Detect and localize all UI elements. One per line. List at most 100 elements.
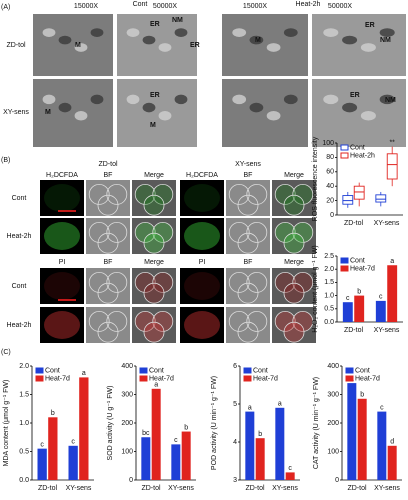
micrograph-annotation: ER	[150, 92, 160, 99]
cell-outline	[246, 183, 268, 205]
micrograph-annotation: NM	[380, 37, 391, 44]
legend-swatch	[340, 144, 349, 151]
organelle	[158, 43, 172, 52]
y-tick-label: 20	[326, 197, 334, 204]
legend-label: Heat-7d	[149, 375, 174, 382]
cell-outline	[143, 282, 165, 304]
organelle	[126, 94, 140, 105]
cell-outline	[134, 271, 156, 293]
significance-letter: c	[379, 294, 383, 301]
micrograph	[117, 79, 197, 147]
fluorescence-image	[226, 268, 270, 304]
bar	[141, 437, 151, 480]
y-tick-label: 0.0	[19, 477, 29, 484]
y-tick-label: 1.5	[324, 279, 334, 286]
y-tick-label: 1.0	[19, 420, 29, 427]
y-tick-label: 4	[233, 439, 237, 446]
organelle	[58, 35, 72, 45]
y-tick-label: 300	[121, 391, 133, 398]
cell-outline	[237, 282, 259, 304]
cell-outline	[292, 310, 314, 332]
y-axis-title: H₂O₂ content (μmol g⁻¹ FW)	[312, 245, 319, 332]
legend-swatch	[35, 375, 44, 382]
y-tick-label: 60	[326, 169, 334, 176]
column-header: Merge	[144, 172, 164, 179]
cell-outline	[143, 321, 165, 343]
significance-letter: a	[278, 401, 282, 408]
cell-outline	[106, 310, 128, 332]
fluorescence-image	[180, 218, 224, 254]
x-tick-label: ZD-tol	[344, 327, 364, 334]
legend-label: Cont	[253, 367, 268, 374]
legend-swatch	[139, 375, 148, 382]
legend-label: Cont	[149, 367, 164, 374]
organelle	[174, 28, 188, 37]
organelle	[42, 28, 56, 37]
cell-outline	[274, 221, 296, 243]
y-tick-label: 2.5	[324, 253, 334, 260]
cell-outline	[246, 310, 268, 332]
y-tick-label: 1.5	[19, 391, 29, 398]
bar	[68, 445, 78, 480]
x-tick-label: ZD-tol	[38, 485, 58, 492]
bar	[375, 300, 386, 322]
cell-outline	[228, 183, 250, 205]
y-tick-label: 300	[327, 391, 339, 398]
cell-outline	[246, 271, 268, 293]
bar	[171, 444, 181, 480]
legend-swatch	[243, 367, 252, 374]
column-header: Merge	[284, 259, 304, 266]
significance-letter: c	[380, 404, 384, 411]
row-label: XY-sens	[3, 109, 29, 116]
fluorescence-image	[40, 307, 84, 343]
cell-outline	[274, 271, 296, 293]
bar	[357, 398, 367, 480]
row-label: Heat-2h	[7, 322, 32, 329]
cell-outline	[283, 282, 305, 304]
cell-outline	[274, 183, 296, 205]
fluorescence-image	[180, 268, 224, 304]
significance-letter: b	[360, 392, 364, 399]
cell-outline	[152, 183, 174, 205]
cell-outline	[274, 310, 296, 332]
organelle	[323, 94, 339, 105]
fluorescence-image	[86, 180, 130, 216]
cell-outline	[237, 232, 259, 254]
signal	[184, 184, 220, 212]
cell-outline	[237, 194, 259, 216]
organelle	[126, 28, 140, 37]
column-header: 50000X	[328, 3, 352, 10]
cell-outline	[106, 271, 128, 293]
column-header: H₂DCFDA	[46, 172, 78, 179]
bar	[377, 411, 387, 480]
y-tick-label: 5	[233, 401, 237, 408]
row-label: ZD-tol	[6, 42, 26, 49]
cell-outline	[228, 221, 250, 243]
legend-swatch	[345, 367, 354, 374]
organelle	[142, 102, 156, 113]
column-header: Merge	[144, 259, 164, 266]
cell-outline	[152, 271, 174, 293]
significance-letter: c	[174, 437, 178, 444]
y-axis-title: ROS fluorescence intensity	[312, 136, 319, 221]
signal	[44, 184, 80, 212]
y-axis-title: CAT activity (U min⁻¹ g⁻¹ FW)	[313, 377, 320, 469]
y-tick-label: 400	[121, 363, 133, 370]
y-axis-title: MDA content (μmol g⁻¹ FW)	[3, 380, 10, 467]
organelle	[90, 94, 104, 105]
micrograph-annotation: ER	[350, 92, 360, 99]
micrograph	[312, 14, 406, 76]
x-tick-label: XY-sens	[374, 327, 400, 334]
organelle	[142, 35, 156, 45]
row-label: Heat-2h	[7, 233, 32, 240]
cell-outline	[97, 282, 119, 304]
signal	[184, 311, 220, 339]
bar	[387, 265, 398, 322]
cell-outline	[88, 310, 110, 332]
bar	[181, 431, 191, 480]
bar	[48, 417, 58, 480]
signal	[184, 222, 220, 250]
y-tick-label: 0	[330, 212, 334, 219]
bar	[151, 388, 161, 480]
